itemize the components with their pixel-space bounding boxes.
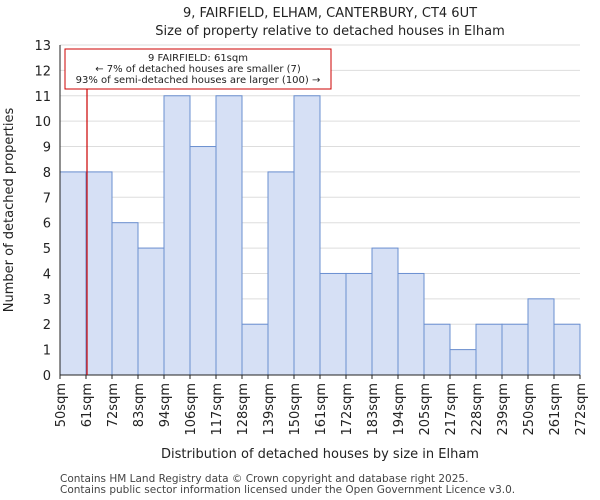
y-tick-label: 1 <box>43 344 51 359</box>
bar <box>189 146 217 376</box>
x-tick-label: 250sqm <box>522 383 537 436</box>
bar <box>85 171 113 376</box>
x-tick-label: 205sqm <box>418 383 433 436</box>
x-tick-label: 161sqm <box>314 383 329 436</box>
y-tick-label: 11 <box>34 90 51 105</box>
x-tick-label: 228sqm <box>470 383 485 436</box>
bar <box>267 171 295 376</box>
x-tick-label: 94sqm <box>158 383 173 427</box>
y-tick-label: 0 <box>43 369 51 384</box>
bar <box>371 247 399 376</box>
chart-title: 9, FAIRFIELD, ELHAM, CANTERBURY, CT4 6UT <box>183 6 477 21</box>
footer-line-1: Contains HM Land Registry data © Crown c… <box>60 473 469 485</box>
bar <box>553 323 581 376</box>
x-tick-label: 172sqm <box>340 383 355 436</box>
x-tick-label: 61sqm <box>80 383 95 427</box>
x-tick-label: 139sqm <box>262 383 277 436</box>
bar <box>59 171 87 376</box>
x-tick-label: 128sqm <box>236 383 251 436</box>
y-tick-label: 6 <box>43 217 51 232</box>
bar <box>449 349 477 376</box>
y-tick-label: 2 <box>43 318 51 333</box>
x-tick-labels: 50sqm 61sqm 72sqm 83sqm 94sqm 106sqm 117sqm 128… <box>54 375 589 436</box>
bars <box>59 95 581 376</box>
y-tick-label: 5 <box>43 242 51 257</box>
bar <box>319 272 347 376</box>
annotation-line-2: ← 7% of detached houses are smaller (7) <box>95 64 301 75</box>
x-tick-label: 117sqm <box>210 383 225 436</box>
x-tick-label: 72sqm <box>106 383 121 427</box>
bar <box>475 323 503 376</box>
chart-subtitle: Size of property relative to detached ho… <box>155 24 504 39</box>
annotation-line-1: 9 FAIRFIELD: 61sqm <box>148 53 248 64</box>
x-tick-label: 50sqm <box>54 383 69 427</box>
y-tick-label: 12 <box>34 64 51 79</box>
y-axis-label: Number of detached properties <box>2 108 17 313</box>
x-tick-label: 106sqm <box>184 383 199 436</box>
annotation-box: 9 FAIRFIELD: 61sqm ← 7% of detached hous… <box>64 48 332 90</box>
bar <box>163 95 191 376</box>
bar <box>111 222 139 376</box>
bar <box>423 323 451 376</box>
y-tick-label: 3 <box>43 293 51 308</box>
annotation-border <box>64 48 332 90</box>
bar <box>241 323 269 376</box>
x-tick-label: 194sqm <box>392 383 407 436</box>
bar <box>137 247 165 376</box>
y-tick-label: 13 <box>34 39 51 54</box>
footer-line-2: Contains public sector information licen… <box>60 484 516 496</box>
bar <box>527 298 555 376</box>
bar <box>293 95 321 376</box>
x-tick-label: 261sqm <box>548 383 563 436</box>
x-tick-label: 83sqm <box>132 383 147 427</box>
y-tick-label: 9 <box>43 141 51 156</box>
bar <box>215 95 243 376</box>
y-tick-label: 4 <box>43 267 51 282</box>
annotation-line-3: 93% of semi-detached houses are larger (… <box>76 75 321 86</box>
bar <box>501 323 529 376</box>
x-tick-label: 183sqm <box>366 383 381 436</box>
x-tick-label: 272sqm <box>574 383 589 436</box>
y-tick-label: 10 <box>34 115 51 130</box>
x-axis-label: Distribution of detached houses by size … <box>161 447 479 462</box>
bar <box>345 272 373 376</box>
x-tick-label: 150sqm <box>288 383 303 436</box>
y-tick-label: 7 <box>43 191 51 206</box>
x-tick-label: 239sqm <box>496 383 511 436</box>
bar <box>397 272 425 376</box>
x-tick-label: 217sqm <box>444 383 459 436</box>
y-tick-label: 8 <box>43 166 51 181</box>
